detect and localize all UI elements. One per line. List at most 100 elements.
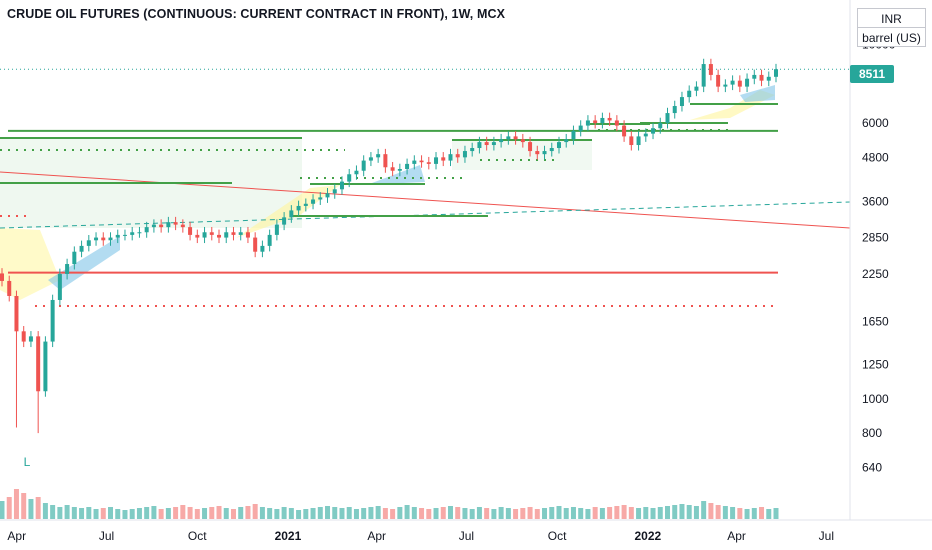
- candle-body: [180, 224, 185, 228]
- candle-body: [390, 167, 395, 171]
- candle-body: [231, 232, 236, 235]
- candle-body: [549, 148, 554, 152]
- time-tick-label: Apr: [727, 529, 746, 543]
- volume-bar: [701, 501, 707, 519]
- candle-body: [151, 224, 156, 228]
- time-tick-label: Oct: [548, 529, 567, 543]
- candle-body: [274, 224, 279, 235]
- price-tick-label: 800: [862, 426, 882, 440]
- volume-bar: [325, 506, 331, 519]
- candle-body: [672, 106, 677, 114]
- cloud-zone: [0, 228, 60, 300]
- volume-bar: [513, 509, 519, 519]
- trend-line: [0, 171, 851, 229]
- volume-bar: [730, 507, 736, 519]
- unit-selector[interactable]: barrel (US): [857, 27, 926, 47]
- volume-bar: [223, 508, 229, 519]
- candle-body: [144, 227, 149, 233]
- volume-bar: [64, 505, 70, 519]
- candle-body: [766, 76, 771, 81]
- chart-title-text: CRUDE OIL FUTURES (CONTINUOUS: CURRENT C…: [7, 7, 506, 21]
- volume-bar: [86, 507, 92, 519]
- volume-bar: [158, 509, 164, 519]
- candle-body: [679, 97, 684, 107]
- currency-label: INR: [881, 12, 902, 26]
- volume-bar: [0, 501, 5, 519]
- candle-body: [708, 64, 713, 75]
- candle-body: [535, 151, 540, 155]
- candle-body: [556, 142, 561, 149]
- candle-body: [347, 174, 352, 182]
- candle-body: [303, 203, 308, 206]
- candle-body: [14, 295, 19, 332]
- volume-bar: [592, 507, 598, 519]
- candle-body: [426, 162, 431, 164]
- cloud-zone: [236, 185, 340, 238]
- candle-body: [7, 280, 12, 296]
- volume-bar: [766, 509, 772, 519]
- time-tick-label: Jul: [819, 529, 834, 543]
- volume-bar: [621, 505, 627, 519]
- volume-bar: [686, 505, 692, 519]
- candle-body: [94, 237, 99, 241]
- candle-body: [752, 74, 757, 79]
- volume-bar: [122, 510, 128, 519]
- low-marker-label: L: [24, 455, 31, 469]
- candle-body: [339, 181, 344, 190]
- volume-bar: [419, 508, 425, 519]
- volume-bar: [368, 507, 374, 519]
- candle-body: [477, 142, 482, 149]
- candle-body: [520, 139, 525, 143]
- price-tick-label: 2250: [862, 267, 889, 281]
- candle-body: [614, 120, 619, 126]
- volume-bar: [498, 507, 504, 519]
- cloud-zone: [740, 85, 775, 102]
- candle-body: [658, 122, 663, 129]
- volume-bar: [100, 508, 106, 519]
- candle-body: [694, 86, 699, 91]
- volume-bar: [6, 497, 12, 519]
- candle-body: [622, 125, 627, 137]
- volume-bar: [556, 506, 562, 519]
- volume-bars: [0, 489, 779, 519]
- chart-title: CRUDE OIL FUTURES (CONTINUOUS: CURRENT C…: [7, 7, 505, 21]
- currency-selector[interactable]: INR: [857, 8, 926, 28]
- cloud-zone: [372, 165, 425, 184]
- candle-body: [115, 234, 120, 238]
- unit-label: barrel (US): [862, 31, 921, 45]
- volume-bar: [303, 509, 309, 519]
- candle-body: [318, 197, 323, 200]
- candle-body: [101, 237, 106, 241]
- price-tick-label: 3600: [862, 195, 889, 209]
- volume-bar: [542, 508, 548, 519]
- time-axis[interactable]: Apr Jul Oct 2021 Apr Jul Oct 2022 Apr Jul: [0, 519, 932, 543]
- volume-bar: [115, 509, 121, 519]
- candle-body: [737, 80, 742, 87]
- volume-bar: [50, 505, 56, 519]
- volume-bar: [599, 508, 605, 519]
- time-tick-label: Jul: [459, 529, 474, 543]
- candle-body: [72, 251, 77, 265]
- volume-bar: [209, 507, 215, 519]
- candle-body: [260, 245, 265, 252]
- volume-bar: [21, 493, 27, 519]
- candle-body: [687, 90, 692, 98]
- candle-body: [462, 151, 467, 158]
- volume-bar: [607, 507, 613, 519]
- volume-bar: [28, 499, 34, 519]
- volume-bar: [693, 506, 699, 519]
- candle-body: [470, 148, 475, 152]
- candle-body: [600, 117, 605, 123]
- volume-bar: [744, 509, 750, 519]
- volume-bar: [628, 507, 634, 519]
- price-tick-label: 640: [862, 460, 882, 474]
- candle-body: [571, 130, 576, 140]
- volume-bar: [505, 508, 511, 519]
- volume-bar: [527, 507, 533, 519]
- volume-bar: [636, 508, 642, 519]
- candle-body: [701, 64, 706, 87]
- candle-body: [43, 341, 48, 392]
- volume-bar: [180, 505, 186, 519]
- volume-bar: [679, 504, 685, 519]
